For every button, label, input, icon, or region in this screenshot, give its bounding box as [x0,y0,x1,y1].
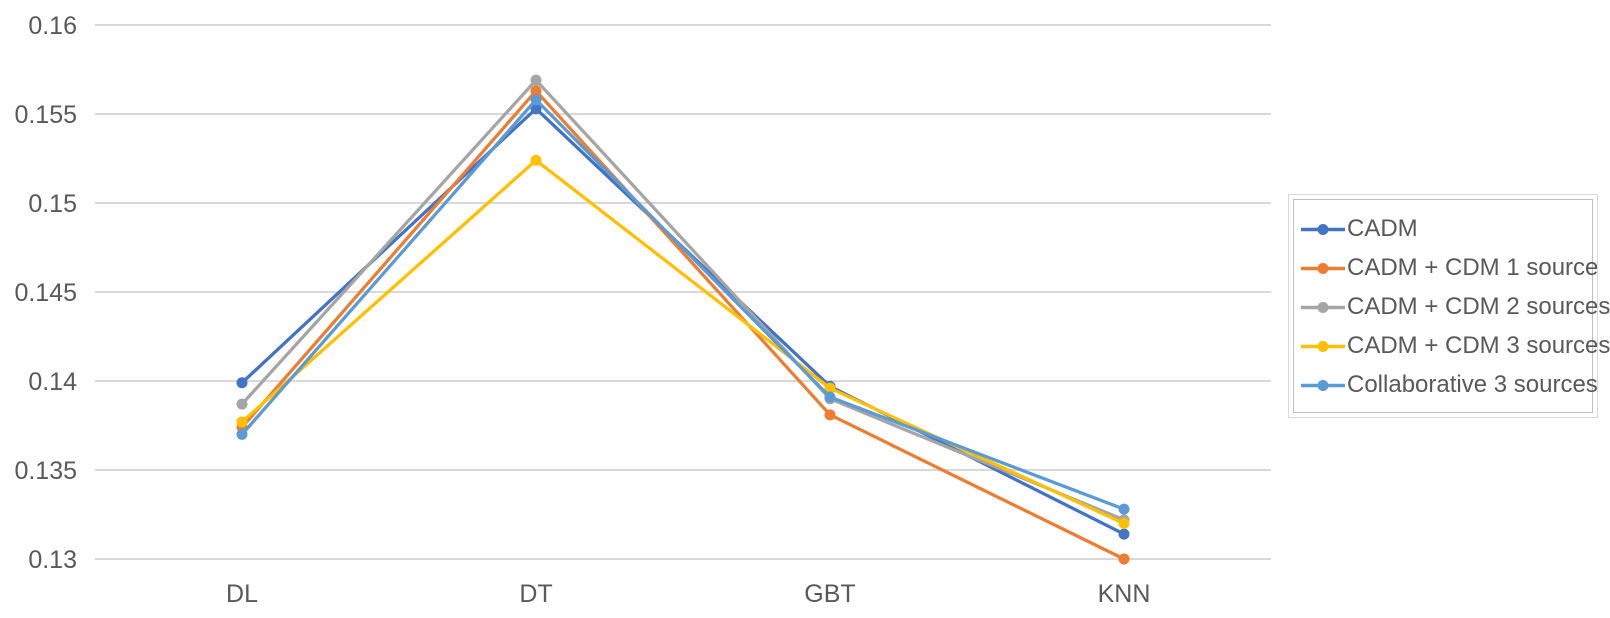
chart-data-point [530,85,542,97]
legend-item: CADM + CDM 2 sources [1301,293,1610,321]
chart-data-point [1118,553,1130,565]
legend-marker-icon [1301,262,1345,274]
chart-series-line [240,78,1126,522]
chart-data-point [530,94,542,106]
chart-data-point [824,391,836,403]
legend-item-label: CADM + CDM 2 sources [1347,293,1610,320]
legend-marker-icon [1301,340,1345,352]
x-axis-category-label: KNN [1098,580,1151,608]
chart-data-point [236,416,248,428]
chart-data-point [1118,517,1130,529]
y-axis-tick-label: 0.135 [14,457,77,485]
chart-data-point [236,428,248,440]
chart-data-point [1118,528,1130,540]
legend-item-label: CADM + CDM 1 source [1347,254,1599,281]
chart-data-point [824,409,836,421]
legend-marker-icon [1301,223,1345,235]
legend-item-label: CADM [1347,215,1418,242]
legend-marker-icon [1301,379,1345,391]
chart-data-point [1118,503,1130,515]
legend-item-label: Collaborative 3 sources [1347,371,1598,398]
chart-data-point [530,74,542,86]
chart-data-point [530,103,542,115]
y-axis-tick-label: 0.15 [28,190,77,218]
chart-series-line [240,98,1126,511]
y-axis-tick-label: 0.14 [28,368,77,396]
legend-marker-icon [1301,301,1345,313]
legend-item: Collaborative 3 sources [1301,371,1598,399]
legend: CADM CADM + CDM 1 source CADM + CDM 2 sour… [1288,194,1610,418]
chart-data-point [824,382,836,394]
x-axis-category-label: DT [519,580,552,608]
legend-item: CADM + CDM 3 sources [1301,332,1610,360]
legend-item: CADM + CDM 1 source [1301,254,1598,282]
legend-item-label: CADM + CDM 3 sources [1347,332,1610,359]
chart-series-line [240,89,1126,561]
x-axis-category-label: DL [226,580,258,608]
chart-data-point [236,377,248,389]
y-axis-tick-label: 0.145 [14,279,77,307]
y-axis-tick-label: 0.155 [14,101,77,129]
chart-series-line [240,158,1126,526]
chart-data-point [530,154,542,166]
x-axis-category-label: GBT [804,580,855,608]
chart-data-point [236,398,248,410]
y-axis-tick-label: 0.16 [28,12,77,40]
y-axis-tick-label: 0.13 [28,546,77,574]
legend-item: CADM [1301,215,1592,243]
